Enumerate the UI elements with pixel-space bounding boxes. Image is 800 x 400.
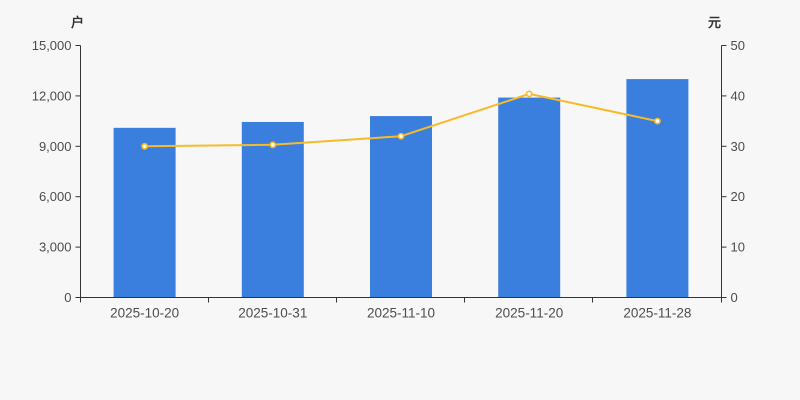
x-axis-category-label: 2025-10-20 [110,306,179,321]
right-axis-unit-label: 元 [708,15,722,30]
right-axis-tick-label: 30 [731,139,745,154]
x-axis-category-label: 2025-11-20 [495,306,563,321]
x-axis-category-label: 2025-10-31 [238,306,307,321]
line-point-marker [525,90,533,98]
right-axis-tick-label: 0 [731,290,738,305]
x-axis-category-label: 2025-11-28 [623,306,691,321]
right-axis-tick-label: 10 [731,240,745,255]
bar [626,79,689,298]
line-point-marker [397,132,405,140]
left-axis-tick-label: 9,000 [39,139,72,154]
bar [498,97,561,298]
left-axis-tick-label: 3,000 [39,240,72,255]
right-axis-tick-label: 20 [731,189,745,204]
left-axis-tick-label: 6,000 [39,189,72,204]
left-axis-tick-label: 15,000 [32,38,72,53]
right-axis-tick-label: 40 [731,88,745,103]
bar [370,116,432,298]
bar [241,121,304,298]
line-point-marker [269,141,277,149]
bar [113,127,176,298]
left-axis-tick-label: 0 [64,290,71,305]
left-axis-unit-label: 户 [71,15,85,30]
x-axis-category-label: 2025-11-10 [367,306,435,321]
line-point-marker [141,142,148,150]
left-axis-tick-label: 12,000 [32,88,72,103]
right-axis-tick-label: 50 [731,38,745,53]
line-point-marker [654,117,661,125]
